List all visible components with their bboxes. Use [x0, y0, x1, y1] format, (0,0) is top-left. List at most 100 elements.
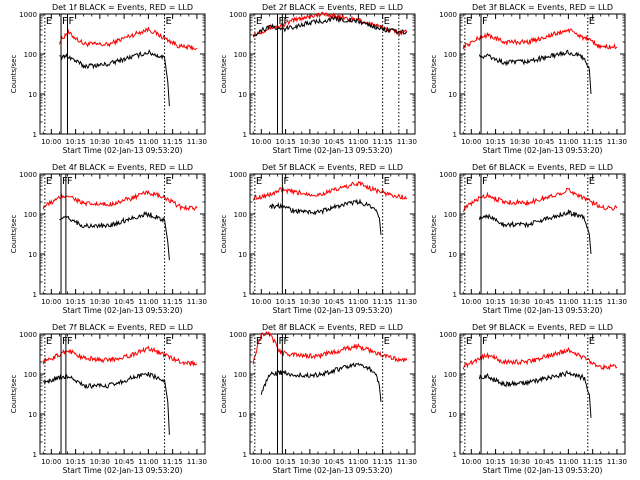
time-marker-label: E [256, 336, 262, 347]
y-axis-label: Counts/sec [10, 55, 18, 94]
y-tick-label: 100 [444, 211, 457, 219]
x-axis-label: Start Time (02-Jan-13 09:53:20) [273, 146, 393, 155]
x-tick-label: 10:00 [251, 458, 271, 466]
x-tick-label: 10:30 [90, 138, 110, 146]
panel-title: Det 1f BLACK = Events, RED = LLD [52, 3, 193, 12]
time-marker-label: E [589, 16, 595, 27]
events-series-line [43, 371, 170, 435]
x-tick-label: 10:15 [485, 458, 505, 466]
plot-frame [39, 13, 206, 135]
time-marker-label: F [283, 336, 289, 347]
x-tick-label: 11:00 [138, 298, 158, 306]
time-marker-label: E [589, 176, 595, 187]
time-marker-label: F [67, 336, 73, 347]
x-tick-label: 11:30 [187, 138, 207, 146]
lld-series-line [462, 346, 618, 371]
y-tick-label: 1 [453, 131, 457, 139]
time-marker-label: E [384, 176, 390, 187]
x-tick-label: 11:15 [163, 138, 183, 146]
y-tick-label: 10 [28, 251, 37, 259]
plot-frame [459, 13, 626, 135]
time-marker-label: F [482, 16, 488, 27]
panel-1: Det 1f BLACK = Events, RED = LLD 1 10 100 10… [10, 3, 207, 155]
plot-frame [39, 333, 206, 455]
time-marker-label: E [166, 176, 172, 187]
y-tick-label: 10 [238, 251, 247, 259]
time-marker-label: F [62, 16, 68, 27]
x-tick-label: 10:15 [65, 298, 85, 306]
x-tick-label: 10:30 [300, 138, 320, 146]
x-tick-label: 11:15 [583, 138, 603, 146]
x-tick-label: 10:00 [41, 138, 61, 146]
x-tick-label: 10:45 [324, 298, 344, 306]
x-axis-label: Start Time (02-Jan-13 09:53:20) [63, 306, 183, 315]
x-tick-label: 10:00 [461, 458, 481, 466]
panel-title: Det 9f BLACK = Events, RED = LLD [472, 323, 613, 332]
panel-title: Det 8f BLACK = Events, RED = LLD [262, 323, 403, 332]
panel-4: Det 4f BLACK = Events, RED = LLD 1 10 100 10… [10, 163, 207, 315]
time-marker-label: F [279, 336, 285, 347]
x-tick-label: 10:15 [275, 298, 295, 306]
y-tick-label: 1000 [229, 331, 247, 339]
x-tick-label: 10:45 [324, 458, 344, 466]
panel-title: Det 6f BLACK = Events, RED = LLD [472, 163, 613, 172]
panel-title: Det 5f BLACK = Events, RED = LLD [262, 163, 403, 172]
events-series-line [260, 362, 382, 403]
x-tick-label: 10:30 [510, 138, 530, 146]
y-tick-label: 1000 [229, 11, 247, 19]
events-series-line [478, 370, 592, 418]
x-axis-label: Start Time (02-Jan-13 09:53:20) [483, 146, 603, 155]
y-tick-label: 10 [238, 91, 247, 99]
x-tick-label: 10:00 [461, 298, 481, 306]
x-tick-label: 10:30 [90, 298, 110, 306]
x-tick-label: 10:00 [251, 298, 271, 306]
x-tick-label: 10:15 [65, 138, 85, 146]
events-series-line [252, 15, 407, 37]
x-tick-label: 10:00 [41, 458, 61, 466]
lld-series-line [252, 330, 408, 365]
x-tick-label: 10:00 [461, 138, 481, 146]
lld-series-line [252, 180, 408, 201]
time-marker-label: F [69, 16, 75, 27]
events-series-line [478, 208, 592, 255]
x-tick-label: 11:15 [373, 458, 393, 466]
plot-frame [249, 173, 416, 295]
x-tick-label: 11:30 [607, 138, 627, 146]
y-tick-label: 1000 [439, 11, 457, 19]
x-axis-label: Start Time (02-Jan-13 09:53:20) [63, 466, 183, 475]
time-marker-label: E [466, 16, 472, 27]
x-tick-label: 11:00 [558, 458, 578, 466]
y-tick-label: 1 [243, 131, 247, 139]
x-tick-label: 11:30 [187, 458, 207, 466]
y-tick-label: 1000 [19, 171, 37, 179]
y-tick-label: 1000 [229, 171, 247, 179]
y-tick-label: 100 [234, 211, 247, 219]
events-series-line [478, 49, 592, 95]
y-tick-label: 10 [238, 411, 247, 419]
panel-7: Det 7f BLACK = Events, RED = LLD 1 10 100 10… [10, 323, 207, 475]
x-tick-label: 11:30 [397, 458, 417, 466]
x-tick-label: 11:15 [583, 458, 603, 466]
events-series-line [59, 49, 170, 107]
lld-series-line [42, 345, 198, 367]
x-tick-label: 11:30 [397, 138, 417, 146]
panel-title: Det 4f BLACK = Events, RED = LLD [52, 163, 193, 172]
x-tick-label: 10:45 [534, 138, 554, 146]
time-marker-label: F [62, 336, 68, 347]
time-marker-label: E [166, 336, 172, 347]
x-tick-label: 10:30 [90, 458, 110, 466]
x-tick-label: 11:30 [397, 298, 417, 306]
time-marker-label: E [46, 176, 52, 187]
x-axis-label: Start Time (02-Jan-13 09:53:20) [483, 306, 603, 315]
x-tick-label: 10:00 [251, 138, 271, 146]
x-axis-label: Start Time (02-Jan-13 09:53:20) [273, 306, 393, 315]
y-tick-label: 1 [33, 291, 37, 299]
time-marker-label: E [384, 336, 390, 347]
y-tick-label: 10 [448, 251, 457, 259]
y-tick-label: 1 [453, 451, 457, 459]
y-tick-label: 100 [444, 371, 457, 379]
plot-frame [39, 173, 206, 295]
y-tick-label: 10 [448, 411, 457, 419]
time-marker-label: F [283, 16, 289, 27]
y-tick-label: 10 [28, 411, 37, 419]
